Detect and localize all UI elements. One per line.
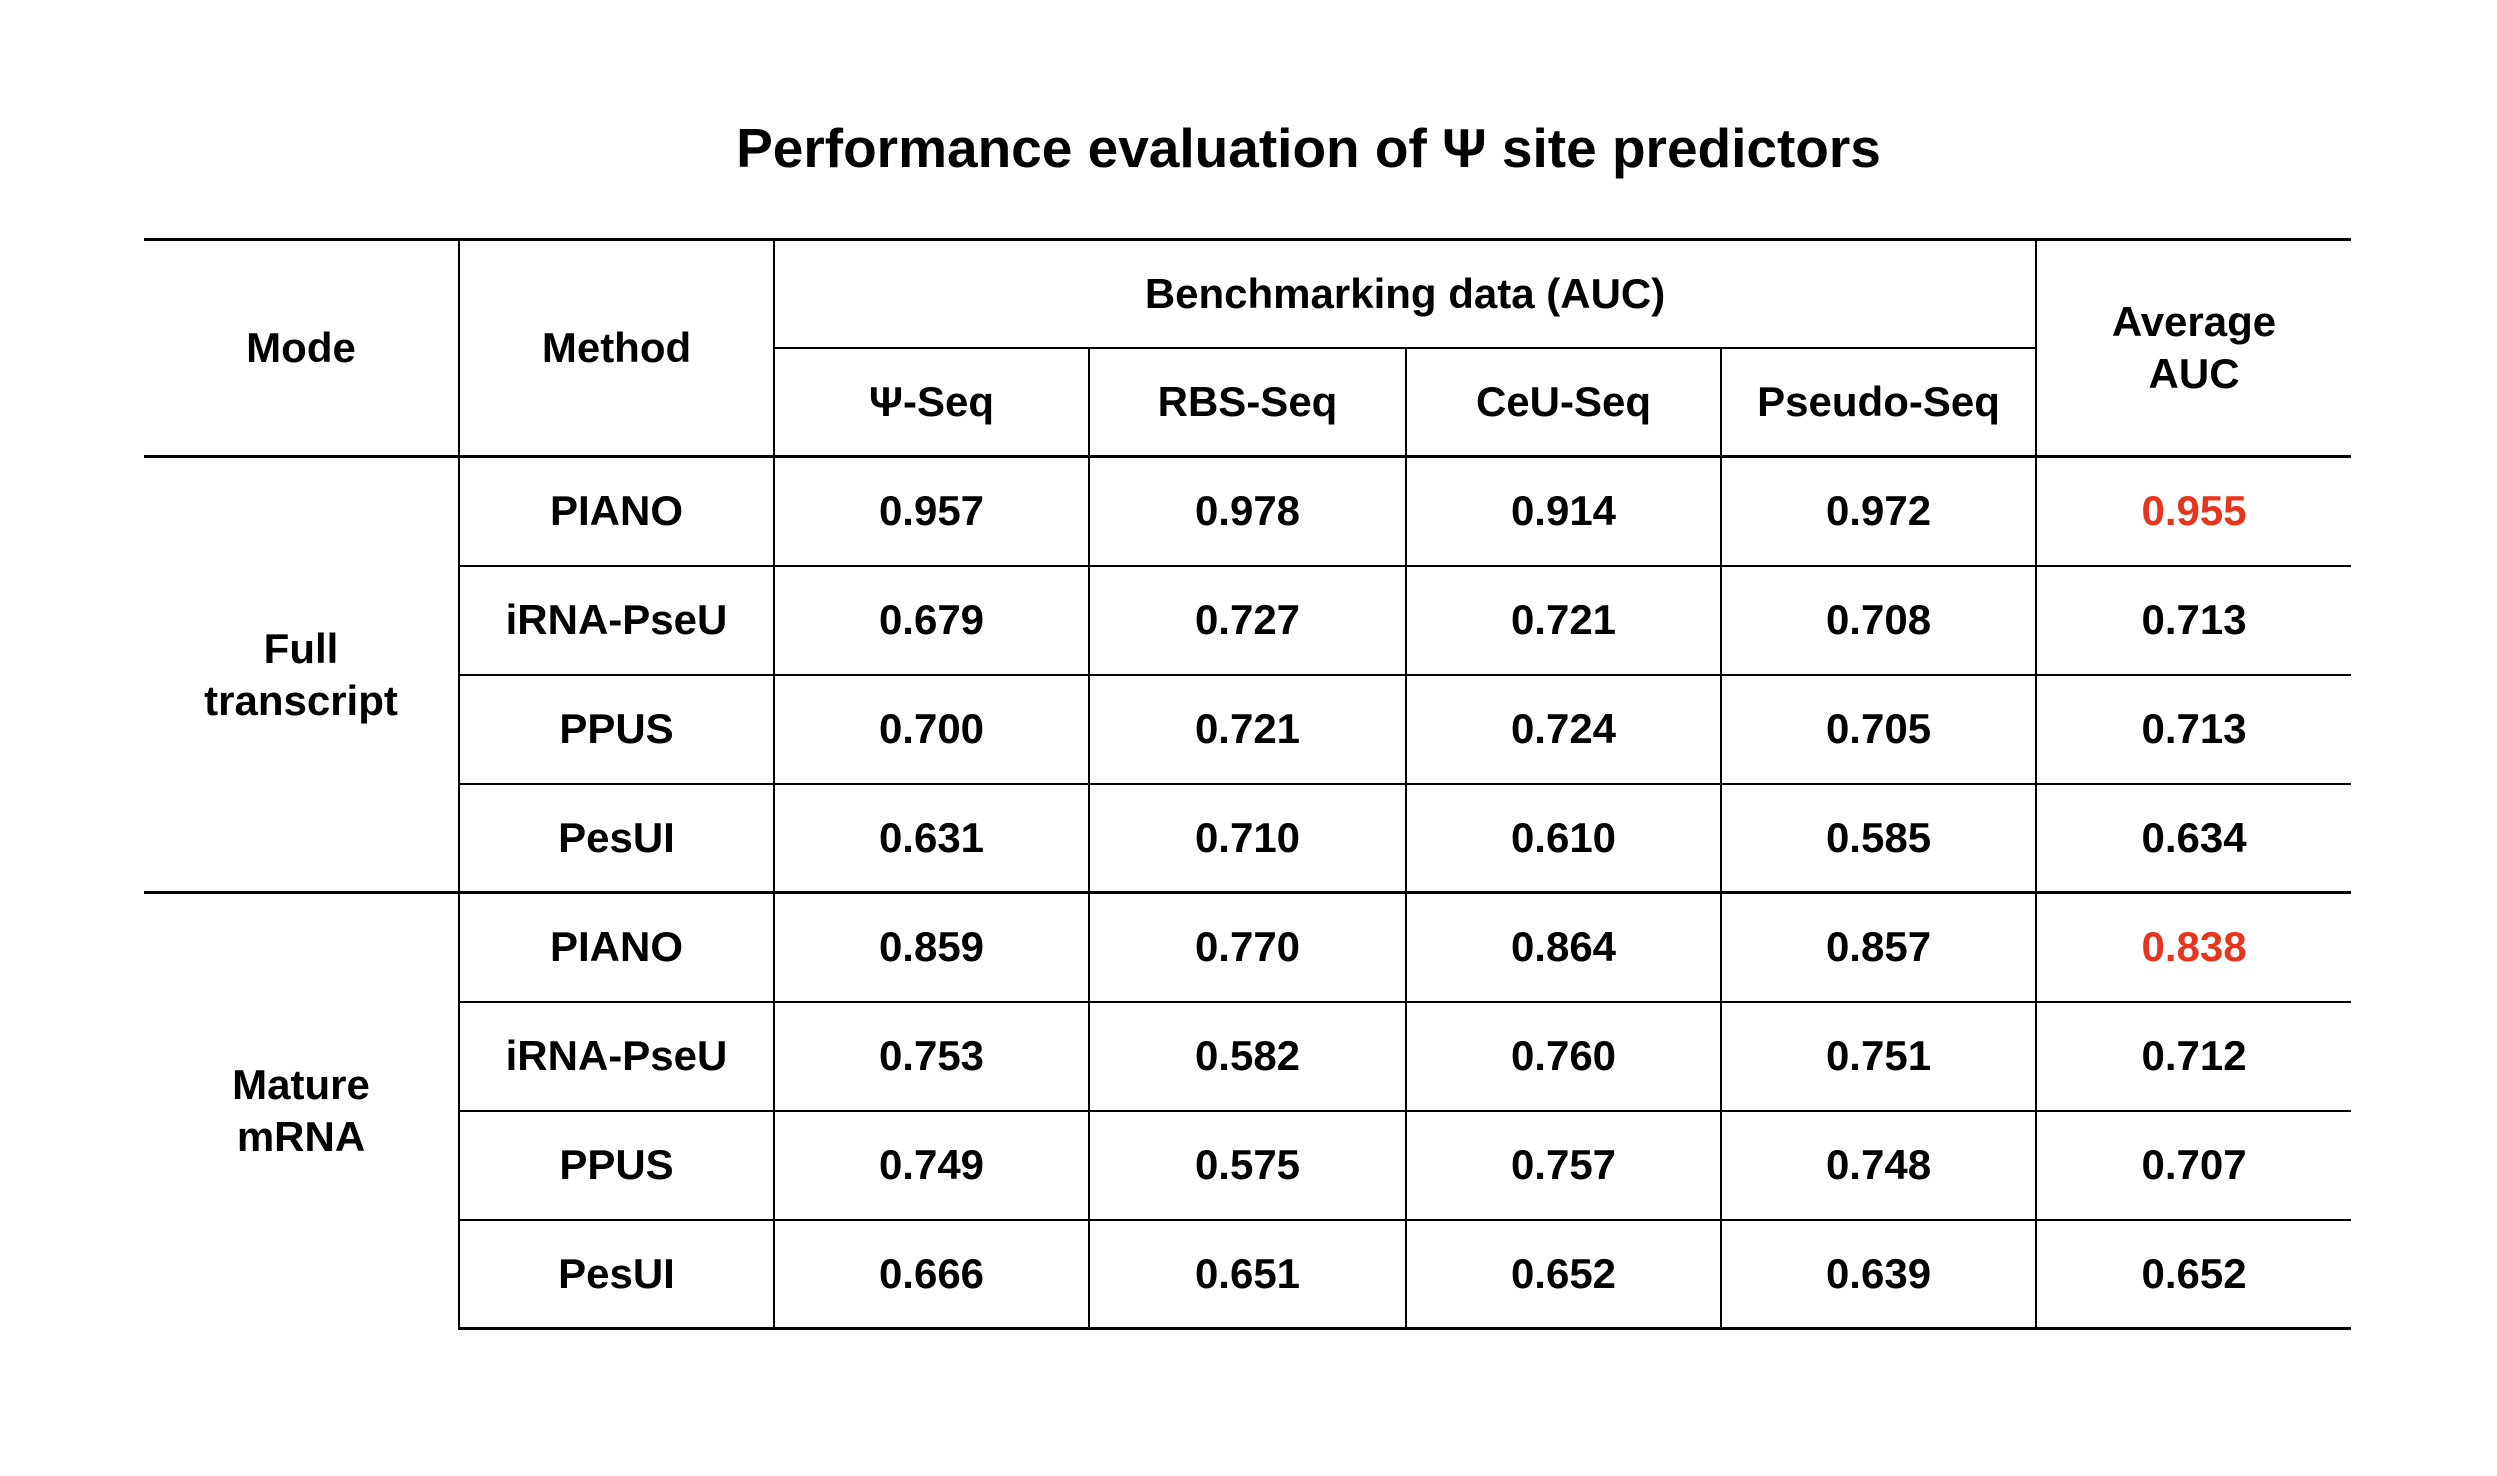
header-average-auc: Average AUC	[2035, 238, 2352, 457]
header-average-line2: AUC	[2148, 350, 2240, 397]
header-average-line1: Average	[2111, 298, 2277, 345]
value-cell: 0.748	[1719, 1109, 2037, 1220]
mode-label-line2: mRNA	[236, 1113, 366, 1161]
value-cell: 0.957	[773, 455, 1089, 566]
value-cell: 0.757	[1405, 1109, 1721, 1220]
table-row: PesUI 0.631 0.710 0.610 0.585 0.634	[144, 782, 2352, 893]
value-cell: 0.710	[1088, 782, 1406, 893]
mode-label-line1: Full	[263, 624, 339, 672]
performance-table: Mode Method Benchmarking data (AUC) Aver…	[144, 238, 2352, 1330]
value-cell: 0.705	[1719, 673, 2037, 784]
value-cell: 0.859	[773, 891, 1089, 1002]
method-cell: PPUS	[458, 673, 774, 784]
header-method: Method	[458, 238, 774, 457]
table-row: PesUI 0.666 0.651 0.652 0.639 0.652	[144, 1218, 2352, 1330]
value-cell: 0.639	[1719, 1218, 2037, 1330]
value-cell: 0.914	[1405, 455, 1721, 566]
value-cell: 0.760	[1405, 1000, 1721, 1111]
header-row-2: Ψ-Seq RBS-Seq CeU-Seq Pseudo-Seq	[144, 346, 2351, 457]
table-row: iRNA-PseU 0.753 0.582 0.760 0.751 0.712	[144, 1000, 2352, 1111]
method-cell: PesUI	[458, 1218, 774, 1330]
value-cell: 0.857	[1719, 891, 2037, 1002]
value-cell: 0.700	[773, 673, 1089, 784]
value-cell: 0.652	[1405, 1218, 1721, 1330]
average-cell: 0.713	[2035, 673, 2352, 784]
value-cell: 0.610	[1405, 782, 1721, 893]
header-dataset-rbs-seq: RBS-Seq	[1088, 346, 1406, 457]
table-row: Full transcript PIANO 0.957 0.978 0.914 …	[144, 455, 2352, 893]
method-cell: PIANO	[458, 891, 774, 1002]
value-cell: 0.727	[1088, 564, 1406, 675]
header-dataset-psi-seq: Ψ-Seq	[773, 346, 1089, 457]
table-row: PPUS 0.749 0.575 0.757 0.748 0.707	[144, 1109, 2352, 1220]
value-cell: 0.666	[773, 1218, 1089, 1330]
value-cell: 0.585	[1719, 782, 2037, 893]
average-cell: 0.634	[2035, 782, 2352, 893]
value-cell: 0.724	[1405, 673, 1721, 784]
header-benchmarking-data: Benchmarking data (AUC)	[772, 238, 2037, 348]
average-cell: 0.707	[2035, 1109, 2352, 1220]
value-cell: 0.721	[1088, 673, 1406, 784]
value-cell: 0.770	[1088, 891, 1406, 1002]
value-cell: 0.972	[1719, 455, 2037, 566]
value-cell: 0.721	[1405, 564, 1721, 675]
value-cell: 0.582	[1088, 1000, 1406, 1111]
value-cell: 0.651	[1088, 1218, 1406, 1330]
header-mode: Mode	[144, 238, 459, 457]
header-dataset-pseudo-seq: Pseudo-Seq	[1719, 346, 2037, 457]
table-row: PPUS 0.700 0.721 0.724 0.705 0.713	[144, 673, 2352, 784]
method-cell: iRNA-PseU	[458, 1000, 774, 1111]
value-cell: 0.978	[1088, 455, 1406, 566]
table-row: Mature mRNA PIANO 0.859 0.770 0.864 0.85…	[144, 891, 2352, 1329]
value-cell: 0.864	[1405, 891, 1721, 1002]
method-cell: iRNA-PseU	[458, 564, 774, 675]
value-cell: 0.708	[1719, 564, 2037, 675]
average-cell: 0.713	[2035, 564, 2352, 675]
value-cell: 0.631	[773, 782, 1089, 893]
mode-cell-mature-mrna: Mature mRNA	[144, 891, 459, 1329]
value-cell: 0.751	[1719, 1000, 2037, 1111]
value-cell: 0.753	[773, 1000, 1089, 1111]
method-cell: PPUS	[458, 1109, 774, 1220]
method-cell: PesUI	[458, 782, 774, 893]
value-cell: 0.679	[773, 564, 1089, 675]
page-title: Performance evaluation of Ψ site predict…	[736, 117, 1881, 179]
average-cell-best: 0.838	[2035, 891, 2352, 1002]
value-cell: 0.575	[1088, 1109, 1406, 1220]
table-row: iRNA-PseU 0.679 0.727 0.721 0.708 0.713	[144, 564, 2352, 675]
header-dataset-ceu-seq: CeU-Seq	[1405, 346, 1721, 457]
average-cell: 0.712	[2035, 1000, 2352, 1111]
mode-label-line2: transcript	[204, 676, 398, 724]
average-cell-best: 0.955	[2035, 455, 2352, 566]
mode-cell-full-transcript: Full transcript	[144, 455, 459, 893]
value-cell: 0.749	[773, 1109, 1089, 1220]
mode-label-line1: Mature	[232, 1061, 370, 1109]
header-row-1: Mode Method Benchmarking data (AUC) Aver…	[144, 238, 2352, 457]
average-cell: 0.652	[2035, 1218, 2352, 1330]
method-cell: PIANO	[458, 455, 774, 566]
